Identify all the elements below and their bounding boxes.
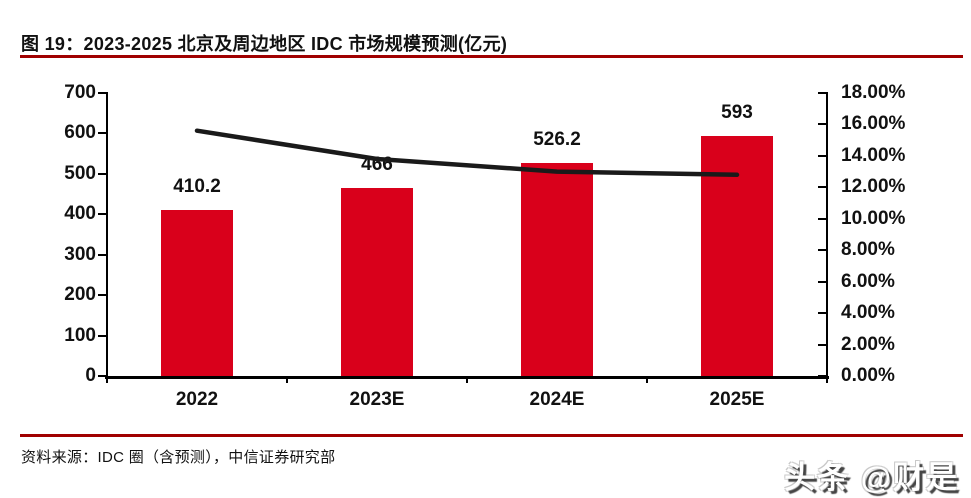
x-axis-tick	[826, 376, 828, 383]
left-axis-tick	[98, 132, 106, 135]
right-axis-tick-label: 18.00%	[841, 82, 906, 103]
x-axis-tick	[106, 376, 108, 383]
right-axis-tick	[818, 280, 826, 283]
bar-2023E	[341, 188, 413, 376]
right-axis-tick-label: 6.00%	[841, 270, 895, 292]
x-axis-tick	[466, 376, 468, 383]
left-axis-tick-label: 400	[64, 203, 96, 225]
source-divider-rule	[20, 434, 963, 437]
left-axis-tick-label: 100	[64, 324, 96, 346]
left-axis-line	[106, 92, 108, 377]
right-axis-tick	[818, 217, 826, 220]
x-axis-tick	[646, 376, 648, 383]
left-axis-tick	[98, 92, 106, 94]
plot-area: 410.2 466 526.2 593	[107, 93, 827, 376]
right-axis-line	[826, 92, 828, 383]
left-axis-tick-label: 300	[64, 243, 96, 265]
right-axis-tick	[818, 343, 826, 346]
right-axis-tick	[818, 375, 826, 377]
watermark-toutiao-caishi: 头条 @财是	[784, 460, 959, 495]
source-note: 资料来源：IDC 圈（含预测），中信证券研究部	[21, 449, 336, 466]
left-axis-tick	[98, 294, 106, 297]
x-axis-category-label: 2025E	[709, 389, 765, 410]
right-axis-tick	[818, 154, 826, 157]
x-axis-category-label: 2024E	[529, 389, 585, 410]
left-axis-tick-label: 700	[64, 82, 96, 103]
left-axis-tick	[98, 172, 106, 175]
x-axis-category-label: 2023E	[349, 389, 405, 410]
left-axis-tick-label: 600	[64, 122, 96, 144]
left-axis-tick	[98, 213, 106, 216]
bar-2024E	[521, 163, 593, 376]
bar-2022	[161, 210, 233, 376]
right-axis-tick-label: 4.00%	[841, 302, 895, 324]
right-axis-tick	[818, 186, 826, 189]
left-axis-tick-label: 0	[85, 365, 96, 386]
title-divider-rule	[20, 55, 963, 58]
bar-value-label: 526.2	[533, 129, 581, 150]
right-axis-tick-label: 16.00%	[841, 113, 906, 135]
right-axis-tick	[818, 249, 826, 252]
bar-value-label: 410.2	[173, 176, 221, 197]
bar-value-label: 593	[721, 102, 753, 123]
right-axis-tick-label: 2.00%	[841, 333, 895, 355]
left-axis-tick	[98, 253, 106, 256]
left-axis-tick	[98, 334, 106, 337]
growth-rate-line	[194, 128, 740, 178]
right-axis-tick-label: 8.00%	[841, 239, 895, 261]
right-axis-tick-label: 14.00%	[841, 144, 906, 166]
right-axis-tick-label: 12.00%	[841, 176, 906, 198]
right-axis-tick	[818, 312, 826, 315]
right-axis-tick	[818, 92, 826, 94]
left-axis-tick-label: 500	[64, 162, 96, 184]
x-axis-tick	[286, 376, 288, 383]
left-axis-tick	[98, 375, 106, 377]
right-axis-tick-label: 0.00%	[841, 365, 895, 386]
figure-title: 图 19：2023-2025 北京及周边地区 IDC 市场规模预测(亿元)	[21, 34, 508, 54]
left-axis-tick-label: 200	[64, 284, 96, 306]
right-axis-tick	[818, 123, 826, 126]
right-axis-tick-label: 10.00%	[841, 207, 906, 229]
x-axis-category-label: 2022	[175, 389, 219, 410]
